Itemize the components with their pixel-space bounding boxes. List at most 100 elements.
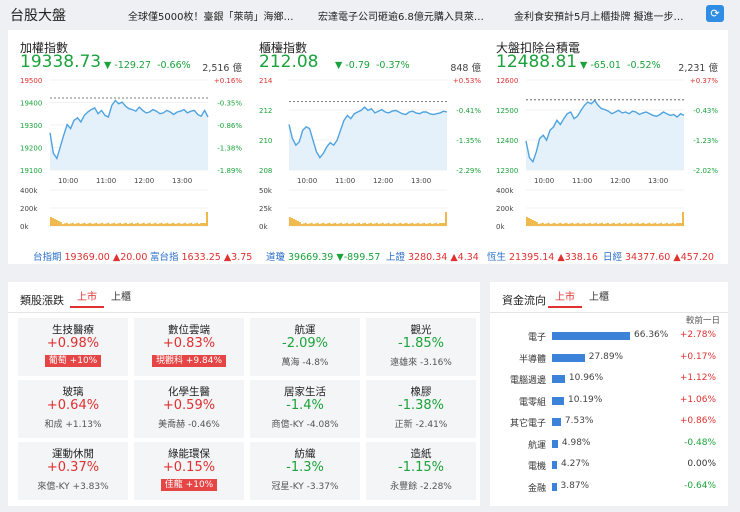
sector-card[interactable]: 紡織 -1.3% 冠星-KY -3.37% <box>250 442 360 500</box>
sector-card[interactable]: 綠能環保 +0.15% 佳龍 +10% <box>134 442 244 500</box>
sector-card[interactable]: 橡膠 -1.38% 正新 -2.41% <box>366 380 476 438</box>
volume-bar <box>368 223 370 226</box>
volume-bar <box>650 224 653 226</box>
leading-stock[interactable]: 商億-KY -4.08% <box>250 417 360 430</box>
index-change-value: -65.01 <box>590 60 621 71</box>
sector-card[interactable]: 造紙 -1.15% 永豐餘 -2.28% <box>366 442 476 500</box>
leading-stock-name: 正新 <box>394 420 413 430</box>
news-headline-2[interactable]: 宏達電子公司砸逾6.8億元購入貝萊… <box>318 12 484 23</box>
share-value: 66.36% <box>634 330 669 340</box>
sector-name: 其它電子 <box>509 419 546 429</box>
sector-card[interactable]: 航運 -2.09% 萬海 -4.8% <box>250 318 360 376</box>
volume-bar <box>330 224 333 226</box>
ticker-value: 1633.25 <box>181 252 221 263</box>
sector-card[interactable]: 生技醫療 +0.98% 葡萄 +10% <box>18 318 128 376</box>
volume-bar <box>535 222 538 226</box>
fund-flow-row[interactable]: 電零組 10.19% +1.06% <box>490 393 728 409</box>
fund-flow-row[interactable]: 其它電子 7.53% +0.86% <box>490 414 728 430</box>
volume-tick-label: 200k <box>496 205 514 213</box>
leading-stock[interactable]: 和成 +1.13% <box>18 417 128 430</box>
leading-stock-change: +10% <box>185 480 214 490</box>
index-card-ex-tsmc[interactable]: 大盤扣除台積電 12488.81 ▼ -65.01 -0.52% 2,231 億 126… <box>496 30 718 240</box>
volume-bar <box>130 222 133 226</box>
ticker-item[interactable]: 道瓊 39669.39 ▼-899.57 <box>266 249 380 263</box>
ticker-item[interactable]: 富台指 1633.25 ▲3.75 <box>150 249 252 263</box>
volume-bar <box>160 222 163 226</box>
fund-flow-row[interactable]: 金融 3.87% -0.64% <box>490 479 728 495</box>
volume-bar <box>338 223 341 226</box>
leading-stock[interactable]: 冠星-KY -3.37% <box>250 479 360 492</box>
sector-card[interactable]: 數位雲端 +0.83% 現觀科 +9.84% <box>134 318 244 376</box>
fund-flow-row[interactable]: 電機 4.27% 0.00% <box>490 457 728 473</box>
y-tick-label: 12300 <box>496 167 518 175</box>
down-arrow-icon: ▼ <box>580 60 588 71</box>
tab-otc[interactable]: 上櫃 <box>111 292 131 303</box>
leading-stock[interactable]: 永豐餘 -2.28% <box>366 479 476 492</box>
fund-flow-row[interactable]: 半導體 27.89% +0.17% <box>490 350 728 366</box>
volume-bar <box>407 224 410 226</box>
sector-card[interactable]: 居家生活 -1.4% 商億-KY -4.08% <box>250 380 360 438</box>
pct-tick-label: -0.86% <box>217 122 242 130</box>
volume-bar <box>105 223 108 226</box>
volume-bar <box>605 223 607 226</box>
volume-bar <box>314 223 317 226</box>
refresh-button[interactable]: ⟳ <box>706 5 724 22</box>
sector-name: 紡織 <box>294 448 316 460</box>
volume-bar <box>73 224 76 226</box>
index-card-taiex[interactable]: 加權指數 19338.73 ▼ -129.27 -0.66% 2,516 億 19500… <box>20 30 242 240</box>
leading-stock[interactable]: 正新 -2.41% <box>366 417 476 430</box>
volume-bar <box>111 223 114 226</box>
page-title: 台股大盤 <box>10 8 66 24</box>
news-headline-3[interactable]: 金利食安預計5月上櫃掛牌 擬進一步… <box>514 12 684 23</box>
pct-tick-label: -1.23% <box>693 137 718 145</box>
leading-stock[interactable]: 萬海 -4.8% <box>250 355 360 368</box>
ticker-item[interactable]: 台指期 19369.00 ▲20.00 <box>33 249 147 263</box>
ticker-name: 富台指 <box>150 252 179 263</box>
sector-change: -1.38% <box>398 398 444 413</box>
price-area <box>50 100 208 170</box>
ticker-item[interactable]: 上證 3280.34 ▲4.34 <box>386 249 479 263</box>
sector-card[interactable]: 玻璃 +0.64% 和成 +1.13% <box>18 380 128 438</box>
index-name: 櫃檯指數 <box>259 41 308 55</box>
leading-stock[interactable]: 遠雄來 -3.16% <box>366 355 476 368</box>
sector-change: +0.37% <box>46 460 100 475</box>
price-area <box>289 107 447 170</box>
leading-stock[interactable]: 現觀科 +9.84% <box>134 355 244 367</box>
volume-bar <box>320 223 323 226</box>
tab-listed[interactable]: 上市 <box>70 290 104 308</box>
x-tick-label: 10:00 <box>58 177 78 185</box>
sector-card[interactable]: 運動休閒 +0.37% 來億-KY +3.83% <box>18 442 128 500</box>
leading-stock[interactable]: 來億-KY +3.83% <box>18 479 128 492</box>
volume-bar <box>332 223 335 226</box>
volume-bar <box>150 224 153 226</box>
leading-stock[interactable]: 葡萄 +10% <box>18 355 128 367</box>
volume-bar <box>403 223 406 226</box>
news-headline-1[interactable]: 全球僅5000枚！臺銀「萊萌」海鄉… <box>128 12 294 23</box>
fund-flow-row[interactable]: 航運 4.98% -0.48% <box>490 436 728 452</box>
leading-stock-name: 萬海 <box>281 358 300 368</box>
fund-flow-row[interactable]: 電子 66.36% +2.78% <box>490 328 728 344</box>
ticker-value: 19369.00 <box>64 252 110 263</box>
ticker-item[interactable]: 日經 34377.60 ▲457.20 <box>603 249 714 263</box>
sector-card[interactable]: 化學生醫 +0.59% 美喬赫 -0.46% <box>134 380 244 438</box>
tab-listed[interactable]: 上市 <box>548 290 582 308</box>
volume-bar <box>192 224 195 226</box>
volume-bar <box>678 223 681 226</box>
volume-bar <box>290 218 293 226</box>
ticker-item[interactable]: 恆生 21395.14 ▲338.16 <box>487 249 598 263</box>
fund-flow-row[interactable]: 電腦週邊 10.96% +1.12% <box>490 371 728 387</box>
share-value: 4.98% <box>561 437 591 448</box>
leading-stock[interactable]: 佳龍 +10% <box>134 479 244 491</box>
sector-card[interactable]: 觀光 -1.85% 遠雄來 -3.16% <box>366 318 476 376</box>
sector-name: 綠能環保 <box>168 448 210 460</box>
volume-bar <box>445 212 447 226</box>
volume-bar <box>676 223 679 226</box>
index-name: 大盤扣除台積電 <box>496 41 581 55</box>
volume-tick-label: 0k <box>496 223 505 231</box>
tab-otc[interactable]: 上櫃 <box>589 292 609 303</box>
index-card-otc[interactable]: 櫃檯指數 212.08 ▼ -0.79 -0.37% 848 億 214 +0.53% 21… <box>259 30 481 240</box>
leading-stock[interactable]: 美喬赫 -0.46% <box>134 417 244 430</box>
volume-bar <box>83 222 86 226</box>
volume-bar <box>413 224 416 226</box>
volume-bar <box>369 222 372 226</box>
